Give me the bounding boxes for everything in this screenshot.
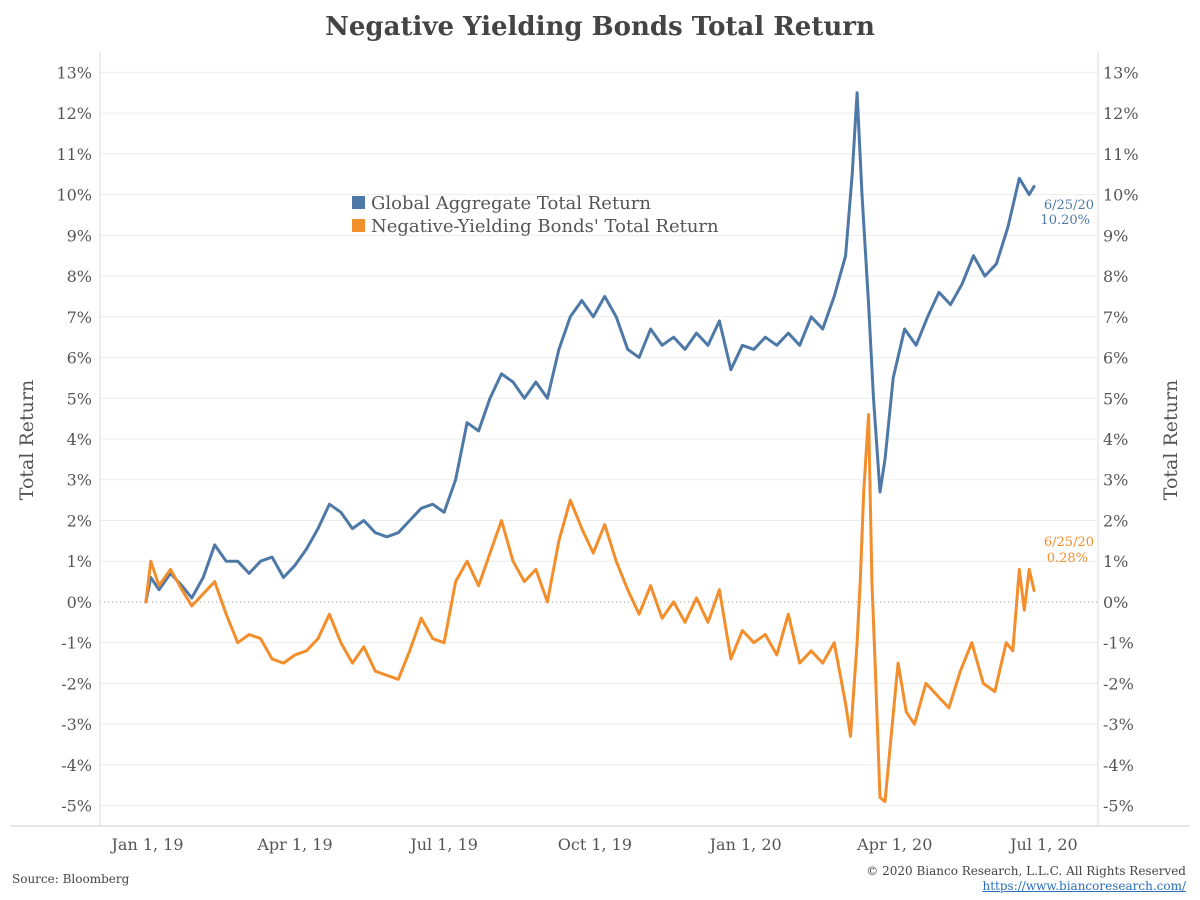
- y-tick-label-right: 1%: [1103, 552, 1128, 571]
- y-tick-label-right: -4%: [1103, 756, 1134, 775]
- y-axis-label-right: Total Return: [1160, 380, 1182, 500]
- x-tick-label: Jul 1, 20: [1008, 835, 1078, 854]
- legend-label-global-aggregate: Global Aggregate Total Return: [371, 193, 651, 214]
- y-tick-label-right: -2%: [1103, 674, 1134, 693]
- axes: [10, 52, 1190, 827]
- x-tick-label: Apr 1, 20: [856, 835, 932, 854]
- y-tick-label-right: 3%: [1103, 471, 1128, 490]
- y-tick-label-left: 13%: [56, 63, 92, 82]
- y-tick-label-left: 3%: [67, 471, 92, 490]
- y-tick-label-left: 9%: [67, 226, 92, 245]
- end-labels: 6/25/20 10.20% 6/25/20 0.28%: [1040, 198, 1094, 566]
- y-tick-label-right: 7%: [1103, 308, 1128, 327]
- y-tick-label-left: 0%: [67, 593, 92, 612]
- legend-swatch-negative-yielding: [352, 219, 365, 232]
- end-label-negative-value: 0.28%: [1047, 551, 1088, 566]
- y-tick-label-right: 6%: [1103, 349, 1128, 368]
- y-tick-label-left: -1%: [61, 634, 92, 653]
- chart-title: Negative Yielding Bonds Total Return: [325, 12, 875, 42]
- y-tick-label-right: 4%: [1103, 430, 1128, 449]
- axis-labels: Total Return Total Return: [16, 380, 1182, 500]
- end-label-global-date: 6/25/20: [1044, 198, 1094, 213]
- x-tick-label: Apr 1, 19: [256, 835, 332, 854]
- y-tick-label-left: -5%: [61, 797, 92, 816]
- grid-lines: [100, 71, 1098, 807]
- x-tick-label: Jul 1, 19: [408, 835, 478, 854]
- x-tick-label: Jan 1, 19: [109, 835, 183, 854]
- y-tick-label-left: 2%: [67, 511, 92, 530]
- legend-label-negative-yielding: Negative-Yielding Bonds' Total Return: [371, 216, 719, 237]
- y-tick-label-right: -1%: [1103, 634, 1134, 653]
- y-tick-label-left: 6%: [67, 349, 92, 368]
- y-tick-label-right: 13%: [1103, 63, 1139, 82]
- legend-swatch-global-aggregate: [352, 196, 365, 209]
- website-link[interactable]: https://www.biancoresearch.com/: [982, 879, 1186, 893]
- y-tick-label-left: 12%: [56, 104, 92, 123]
- y-tick-label-right: 9%: [1103, 226, 1128, 245]
- x-tick-label: Jan 1, 20: [708, 835, 782, 854]
- y-tick-label-left: 10%: [56, 186, 92, 205]
- y-tick-label-right: 11%: [1103, 145, 1139, 164]
- y-tick-label-right: -5%: [1103, 797, 1134, 816]
- y-tick-label-right: 2%: [1103, 511, 1128, 530]
- legend: Global Aggregate Total Return Negative-Y…: [352, 193, 719, 237]
- y-tick-label-left: -2%: [61, 674, 92, 693]
- y-tick-label-right: 8%: [1103, 267, 1128, 286]
- y-tick-label-left: -3%: [61, 715, 92, 734]
- end-label-global-value: 10.20%: [1040, 213, 1090, 228]
- copyright-text: © 2020 Bianco Research, L.L.C. All Right…: [866, 864, 1186, 878]
- y-tick-label-right: 5%: [1103, 389, 1128, 408]
- y-axis-label-left: Total Return: [16, 380, 38, 500]
- y-tick-label-right: 10%: [1103, 186, 1139, 205]
- y-tick-label-left: 8%: [67, 267, 92, 286]
- y-tick-label-right: -3%: [1103, 715, 1134, 734]
- source-note: Source: Bloomberg: [12, 872, 130, 886]
- series-lines: [144, 91, 1036, 804]
- y-tick-label-left: 1%: [67, 552, 92, 571]
- series-line-negative-yielding: [144, 413, 1036, 804]
- y-tick-label-left: 4%: [67, 430, 92, 449]
- y-tick-label-right: 12%: [1103, 104, 1139, 123]
- y-tick-label-left: -4%: [61, 756, 92, 775]
- y-tick-label-left: 5%: [67, 389, 92, 408]
- series-line-global-aggregate: [144, 91, 1036, 604]
- y-tick-label-right: 0%: [1103, 593, 1128, 612]
- y-tick-label-left: 7%: [67, 308, 92, 327]
- copyright-block: © 2020 Bianco Research, L.L.C. All Right…: [866, 864, 1186, 894]
- x-axis-ticks: Jan 1, 19 Apr 1, 19 Jul 1, 19 Oct 1, 19 Jan …: [109, 835, 1077, 854]
- y-axis-right-ticks: 13% 12% 11% 10% 9% 8% 7% 6% 5% 4% 3% 2% 1% 0% -1% -2% -3…: [1103, 63, 1139, 815]
- y-tick-label-left: 11%: [56, 145, 92, 164]
- end-label-negative-date: 6/25/20: [1044, 535, 1094, 550]
- x-tick-label: Oct 1, 19: [558, 835, 632, 854]
- y-axis-left-ticks: 13% 12% 11% 10% 9% 8% 7% 6% 5% 4% 3% 2% 1% 0% -1% -2% -3…: [56, 63, 92, 815]
